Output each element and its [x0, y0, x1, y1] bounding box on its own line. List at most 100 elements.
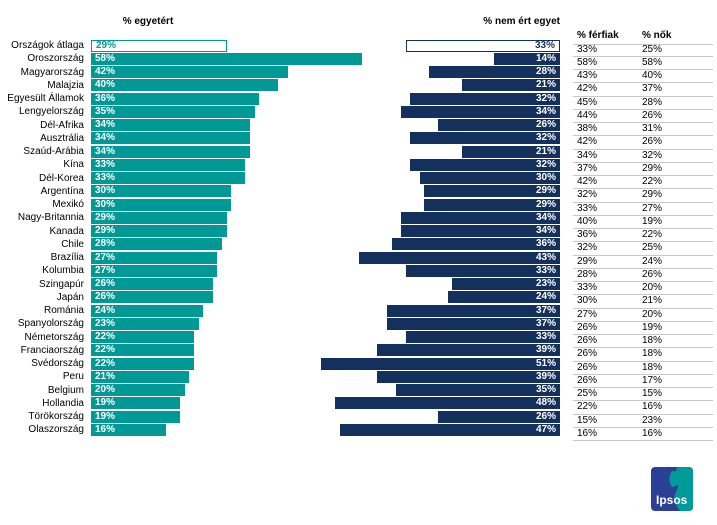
agree-bar-area: 26% [91, 291, 370, 304]
gender-stats: 29% 24% [573, 255, 713, 269]
chart-rows: Országok átlaga 29% 33% 33% 25% Oroszors… [0, 39, 717, 441]
agree-bar-area: 29% [91, 211, 370, 224]
men-value: 27% [577, 308, 598, 320]
disagree-bar-area: 39% [370, 370, 560, 383]
agree-bar: 26% [91, 291, 213, 304]
disagree-bar: 28% [428, 66, 560, 79]
disagree-bar: 29% [424, 185, 560, 198]
table-header-divider [573, 44, 713, 45]
agree-bar-area: 29% [91, 39, 370, 52]
agree-bar: 23% [91, 317, 199, 330]
country-row: Dél-Afrika 34% 26% 38% 31% [0, 119, 717, 137]
disagree-value-label: 32% [535, 158, 556, 170]
country-row: Ausztrália 34% 32% 42% 26% [0, 132, 717, 150]
country-label: Kanada [49, 225, 84, 237]
men-value: 45% [577, 96, 598, 108]
women-value: 20% [642, 282, 663, 294]
agree-bar: 33% [91, 158, 246, 171]
disagree-bar: 33% [405, 39, 560, 52]
gender-stats: 28% 26% [573, 268, 713, 282]
men-value: 36% [577, 229, 598, 241]
men-value: 26% [577, 348, 598, 360]
disagree-value-label: 33% [535, 331, 556, 343]
country-row: Törökország 19% 26% 15% 23% [0, 410, 717, 428]
disagree-bar-area: 32% [370, 158, 560, 171]
women-value: 24% [642, 255, 663, 267]
women-value: 22% [642, 229, 663, 241]
women-value: 23% [642, 414, 663, 426]
disagree-bar-area: 24% [370, 291, 560, 304]
agree-value-label: 34% [95, 145, 116, 157]
men-value: 33% [577, 282, 598, 294]
agree-value-label: 22% [95, 331, 116, 343]
men-value: 29% [577, 255, 598, 267]
disagree-bar-area: 23% [370, 278, 560, 291]
agree-bar: 58% [91, 52, 363, 65]
agree-value-label: 29% [95, 225, 116, 237]
country-label: Törökország [28, 411, 84, 423]
disagree-bar: 34% [400, 105, 560, 118]
disagree-bar: 23% [452, 278, 560, 291]
gender-stats: 40% 19% [573, 215, 713, 229]
agree-value-label: 19% [95, 397, 116, 409]
agree-bar: 22% [91, 357, 194, 370]
country-row: Spanyolország 23% 37% 26% 19% [0, 317, 717, 335]
disagree-bar: 37% [386, 304, 560, 317]
agree-value-label: 26% [95, 291, 116, 303]
disagree-value-label: 32% [535, 92, 556, 104]
disagree-value-label: 33% [534, 39, 555, 51]
agree-value-label: 29% [96, 39, 117, 51]
country-label: Magyarország [20, 66, 84, 78]
disagree-value-label: 36% [535, 238, 556, 250]
women-value: 18% [642, 361, 663, 373]
agree-value-label: 34% [95, 132, 116, 144]
gender-stats: 26% 18% [573, 361, 713, 375]
gender-stats: 33% 27% [573, 202, 713, 216]
disagree-bar-area: 34% [370, 211, 560, 224]
gender-stats: 30% 21% [573, 294, 713, 309]
agree-bar-area: 22% [91, 344, 370, 357]
gender-stats: 22% 16% [573, 400, 713, 415]
disagree-value-label: 30% [535, 172, 556, 184]
agree-bar: 35% [91, 105, 255, 118]
agree-bar: 34% [91, 119, 251, 132]
gender-stats: 27% 20% [573, 308, 713, 322]
agree-value-label: 22% [95, 357, 116, 369]
disagree-bar: 47% [340, 423, 560, 436]
country-label: Dél-Korea [38, 172, 84, 184]
agree-value-label: 27% [95, 264, 116, 276]
agree-value-label: 58% [95, 52, 116, 64]
disagree-bar: 32% [410, 132, 560, 145]
disagree-value-label: 37% [535, 317, 556, 329]
men-value: 25% [577, 388, 598, 400]
disagree-value-label: 39% [535, 370, 556, 382]
country-label: Malajzia [47, 79, 84, 91]
agree-value-label: 42% [95, 66, 116, 78]
agree-bar: 29% [91, 211, 227, 224]
agree-bar: 33% [91, 172, 246, 185]
agree-bar-area: 30% [91, 198, 370, 211]
women-value: 20% [642, 308, 663, 320]
women-value: 28% [642, 96, 663, 108]
disagree-bar: 21% [461, 79, 560, 92]
disagree-bar-area: 34% [370, 105, 560, 118]
disagree-value-label: 32% [535, 132, 556, 144]
disagree-value-label: 23% [535, 278, 556, 290]
disagree-value-label: 29% [535, 198, 556, 210]
agree-bar: 16% [91, 423, 166, 436]
agree-value-label: 30% [95, 198, 116, 210]
disagree-bar-area: 28% [370, 66, 560, 79]
country-label: Románia [43, 305, 84, 317]
men-value: 38% [577, 123, 598, 135]
men-value: 42% [577, 83, 598, 95]
disagree-value-label: 35% [535, 384, 556, 396]
men-value: 32% [577, 242, 598, 254]
country-label: Kína [63, 159, 84, 171]
disagree-bar: 21% [461, 145, 560, 158]
country-label: Ausztrália [40, 132, 84, 144]
gender-stats: 42% 26% [573, 135, 713, 150]
women-column-header: % nők [642, 30, 672, 41]
ipsos-logo-icon: Ipsos [651, 467, 693, 511]
men-value: 16% [577, 427, 598, 439]
